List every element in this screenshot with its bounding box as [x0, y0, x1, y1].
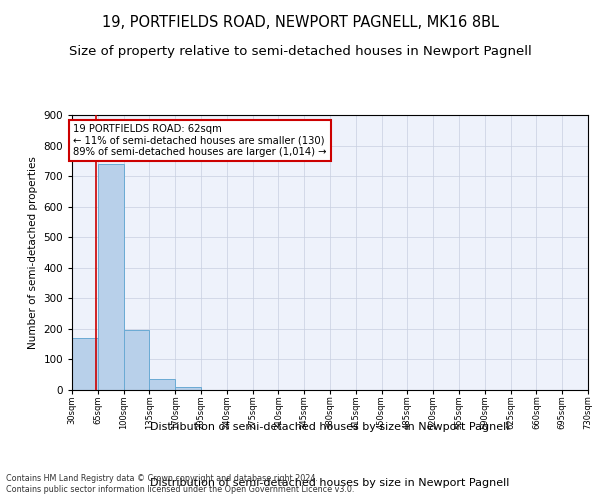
- Text: Size of property relative to semi-detached houses in Newport Pagnell: Size of property relative to semi-detach…: [68, 45, 532, 58]
- Bar: [98, 164, 124, 390]
- Bar: [72, 338, 98, 390]
- X-axis label: Distribution of semi-detached houses by size in Newport Pagnell: Distribution of semi-detached houses by …: [151, 478, 509, 488]
- Bar: [124, 330, 149, 390]
- Bar: [149, 378, 175, 390]
- Text: Contains HM Land Registry data © Crown copyright and database right 2024.: Contains HM Land Registry data © Crown c…: [6, 474, 318, 483]
- Text: 19, PORTFIELDS ROAD, NEWPORT PAGNELL, MK16 8BL: 19, PORTFIELDS ROAD, NEWPORT PAGNELL, MK…: [101, 15, 499, 30]
- Bar: [175, 387, 201, 390]
- Text: Distribution of semi-detached houses by size in Newport Pagnell: Distribution of semi-detached houses by …: [151, 422, 509, 432]
- Text: Contains public sector information licensed under the Open Government Licence v3: Contains public sector information licen…: [6, 486, 355, 494]
- Text: 19 PORTFIELDS ROAD: 62sqm
← 11% of semi-detached houses are smaller (130)
89% of: 19 PORTFIELDS ROAD: 62sqm ← 11% of semi-…: [73, 124, 327, 158]
- Y-axis label: Number of semi-detached properties: Number of semi-detached properties: [28, 156, 38, 349]
